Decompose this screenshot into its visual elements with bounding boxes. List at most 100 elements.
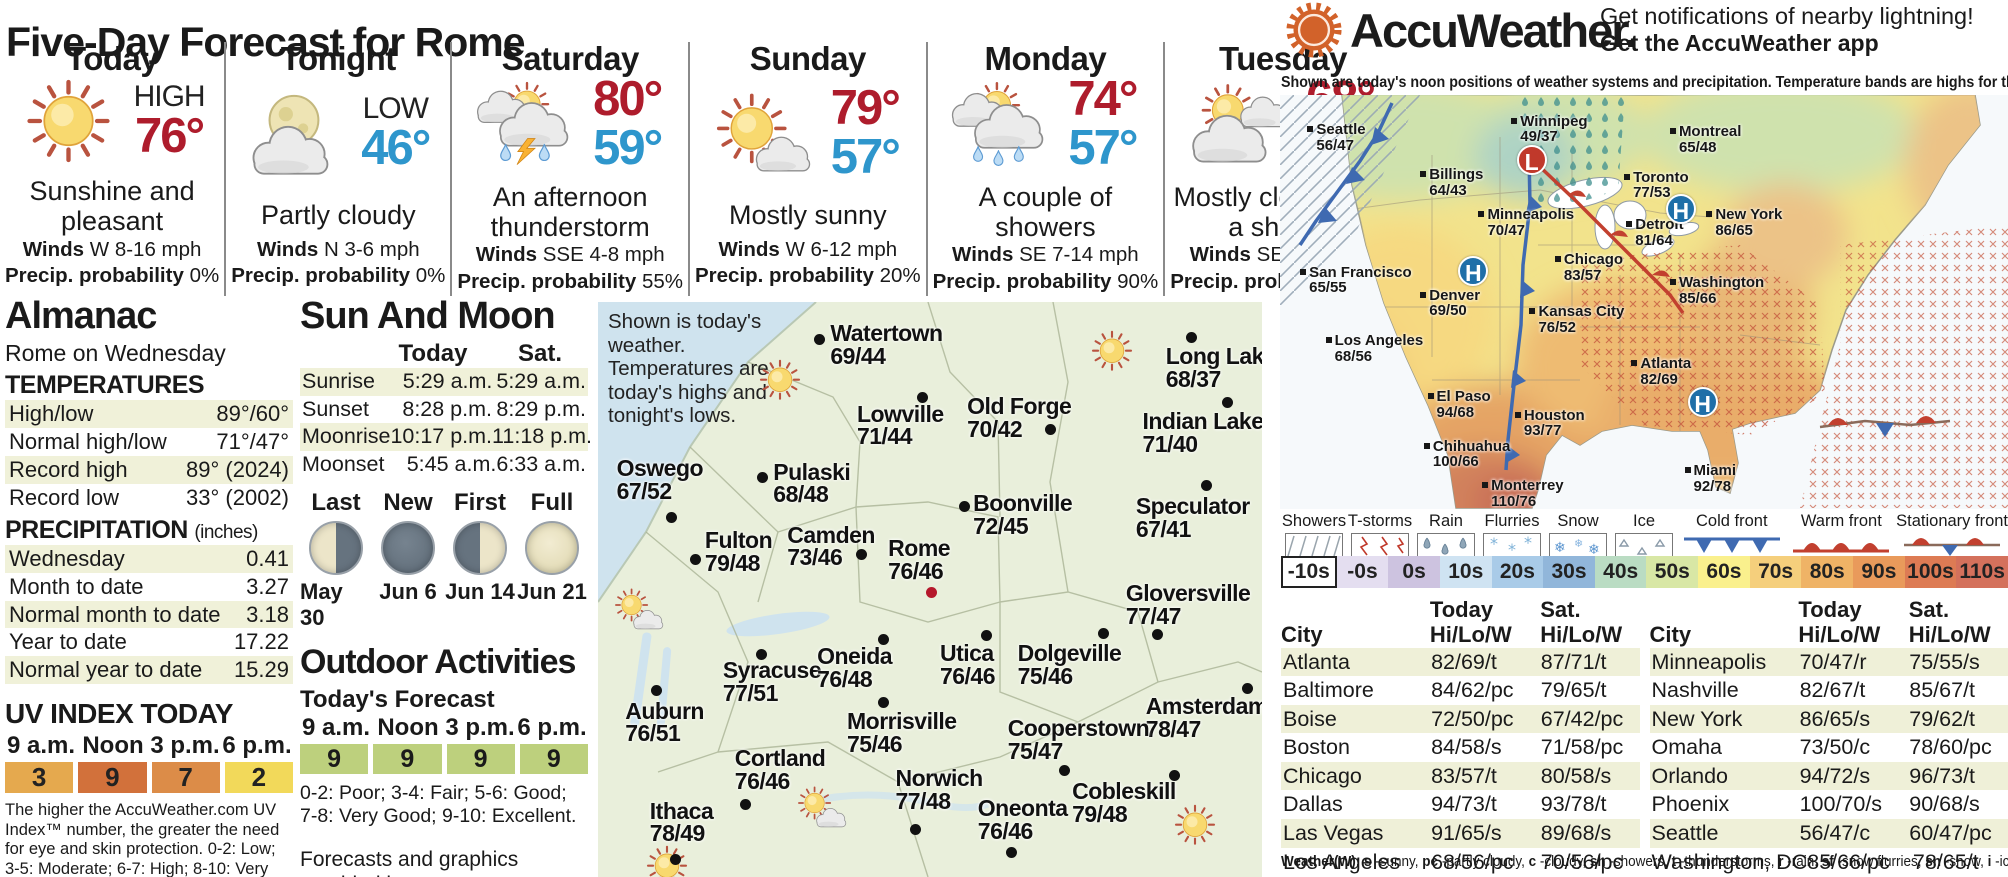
temperature-band-cell: 80s bbox=[1801, 556, 1854, 588]
map-city-label: Oswego 67/52 bbox=[616, 457, 704, 504]
moon-phase-date: Jun 21 bbox=[517, 578, 587, 604]
map-city-label: Long Lake 68/37 bbox=[1166, 345, 1262, 390]
winds-label: Winds bbox=[256, 237, 319, 261]
city-name: Phoenix bbox=[1651, 792, 1730, 817]
map-city-name: Boonville bbox=[973, 490, 1073, 517]
forecast-description: A couple of showers bbox=[978, 182, 1113, 242]
moon-phase-icon bbox=[309, 520, 363, 575]
almanac-section: Almanac Rome on Wednesday TEMPERATURES H… bbox=[5, 295, 293, 877]
precipitation-heading-text: PRECIPITATION bbox=[5, 515, 188, 544]
national-city-label: Billings 64/43 bbox=[1420, 167, 1483, 200]
sun-moon-rows: Sunrise 5:29 a.m. 5:29 a.m. Sunset 8:28 … bbox=[300, 367, 593, 479]
forecast-description: An afternoon thunderstorm bbox=[490, 182, 650, 242]
precipitation-rows: Wednesday 0.41 Month to date 3.27 Normal… bbox=[5, 544, 293, 685]
sun-moon-col-sat: Sat. bbox=[517, 339, 562, 367]
city-today-value: 73/50/c bbox=[1799, 735, 1871, 760]
city-sat-value: 75/55/s bbox=[1909, 649, 1980, 674]
precip-label: Precip. probability bbox=[457, 270, 637, 294]
precipitation-heading: PRECIPITATION (inches) bbox=[5, 516, 293, 545]
precip-value: 0% bbox=[189, 264, 220, 288]
precip-value: 55% bbox=[641, 270, 683, 294]
city-sat-value: 67/42/pc bbox=[1540, 706, 1624, 731]
table-row: Boston 84/58/s 71/58/pc bbox=[1281, 733, 1640, 762]
temperature-band-cell: -0s bbox=[1336, 556, 1389, 588]
uv-time-2: Noon bbox=[82, 732, 144, 760]
svg-text:*: * bbox=[1508, 540, 1516, 558]
sun-moon-row: Moonset 5:45 a.m. 6:33 a.m. bbox=[300, 451, 588, 479]
map-city-dot bbox=[878, 634, 890, 646]
map-city-temps: 68/48 bbox=[773, 481, 829, 508]
almanac-row: Record high 89° (2024) bbox=[5, 455, 293, 484]
map-city-dot bbox=[1200, 480, 1212, 492]
table-row: Omaha 73/50/c 78/60/pc bbox=[1650, 733, 2008, 762]
moon-phase-icon bbox=[453, 520, 507, 575]
forecast-day-main: LOW 46° bbox=[231, 75, 445, 191]
forecast-winds: Winds W 8-16 mph bbox=[23, 237, 202, 264]
forecast-description: Mostly sunny bbox=[729, 200, 887, 230]
legend-front-label: Warm front bbox=[1800, 512, 1882, 530]
city-name: Atlanta bbox=[1283, 649, 1350, 674]
precip-value: 0% bbox=[415, 264, 446, 288]
table-row: Seattle 56/47/c 60/47/pc bbox=[1649, 818, 2008, 848]
map-city-temps: 67/52 bbox=[616, 477, 673, 504]
city-name: Baltimore bbox=[1283, 678, 1374, 703]
almanac-row: Normal year to date 15.29 bbox=[5, 656, 293, 685]
map-city-dot bbox=[916, 391, 928, 403]
five-day-forecast: Five-Day Forecast for Rome Today bbox=[0, 0, 1396, 298]
legend-front-item: Stationary front bbox=[1896, 512, 2008, 557]
map-city-name: Auburn bbox=[625, 697, 704, 724]
map-city-dot bbox=[910, 824, 922, 836]
map-city-dot bbox=[756, 649, 768, 661]
national-city-temps: 81/64 bbox=[1635, 231, 1673, 249]
forecast-columns: Today bbox=[0, 42, 1396, 296]
map-city-temps: 75/46 bbox=[847, 730, 903, 757]
map-city-dot bbox=[1222, 396, 1234, 408]
precip-value: 20% bbox=[879, 264, 921, 288]
map-city-temps: 79/48 bbox=[704, 549, 761, 576]
table-row: Washington, DC 85/66/pc 78/65/t bbox=[1650, 848, 2008, 877]
accuweather-logo-icon bbox=[1286, 2, 1342, 58]
map-city-label: Old Forge 70/42 bbox=[967, 395, 1072, 440]
map-city-name: Watertown bbox=[830, 320, 943, 347]
forecast-temps: HIGH 76° bbox=[127, 81, 211, 162]
precip-label: Precip. probability bbox=[932, 270, 1112, 294]
almanac-row-label: Wednesday bbox=[9, 545, 125, 571]
header-hilow-sat: Hi/Lo/W bbox=[1908, 622, 1991, 648]
city-name: Chicago bbox=[1283, 763, 1362, 788]
national-city-name: Chihuahua bbox=[1432, 437, 1511, 455]
map-city-temps: 75/46 bbox=[1017, 662, 1074, 689]
legend-item: T-storms *** ❄❄❄ bbox=[1347, 512, 1413, 559]
weather-code-part: -partly cloudy, bbox=[1441, 853, 1529, 870]
almanac-row: Month to date 3.27 bbox=[5, 573, 293, 601]
sun-moon-title: Sun And Moon bbox=[300, 295, 556, 337]
forecast-day-main: 80° 59° bbox=[457, 75, 683, 173]
map-city-temps: 76/48 bbox=[817, 665, 873, 692]
legend-front-symbol bbox=[1793, 531, 1890, 557]
city-name: Boston bbox=[1283, 735, 1350, 760]
legend-item-label: Showers bbox=[1281, 512, 1347, 530]
national-city-label: San Francisco 65/55 bbox=[1300, 264, 1412, 297]
temp-secondary: 59° bbox=[593, 121, 663, 175]
legend-front-item: Cold front bbox=[1677, 512, 1787, 557]
national-city-name: Denver bbox=[1429, 286, 1481, 304]
national-city-temps: 65/55 bbox=[1309, 279, 1347, 297]
national-city-temps: 64/43 bbox=[1429, 182, 1467, 200]
legend-pattern-icon: *** ❄❄❄ bbox=[1483, 533, 1541, 559]
forecast-precip: Precip. probability 90% bbox=[933, 269, 1159, 296]
winds-value: SE 7-14 mph bbox=[1019, 243, 1139, 267]
temperature-band-cell: 70s bbox=[1749, 556, 1802, 588]
moon-phase-name: Full bbox=[530, 488, 574, 516]
national-city-name: Kansas City bbox=[1538, 303, 1625, 321]
legend-front-symbol bbox=[1904, 531, 2001, 557]
regional-map-note: Shown is today's weather. Temperatures a… bbox=[608, 310, 769, 428]
sun-moon-row-label: Sunrise bbox=[302, 368, 375, 393]
national-city-temps: 82/69 bbox=[1640, 370, 1678, 388]
forecast-day-main: 74° 57° bbox=[933, 75, 1159, 173]
almanac-row: Record low 33° (2002) bbox=[5, 484, 293, 512]
header-hilow-today: Hi/Lo/W bbox=[1429, 622, 1512, 648]
national-city-label: Monterrey 110/76 bbox=[1482, 478, 1564, 509]
map-city-name: Norwich bbox=[895, 765, 983, 792]
outdoor-scale-note: 0-2: Poor; 3-4: Fair; 5-6: Good; 7-8: Ve… bbox=[300, 781, 577, 828]
sun-moon-today-value: 5:29 a.m. bbox=[402, 368, 493, 393]
sun-moon-sat-value: 11:18 p.m. bbox=[492, 424, 593, 449]
